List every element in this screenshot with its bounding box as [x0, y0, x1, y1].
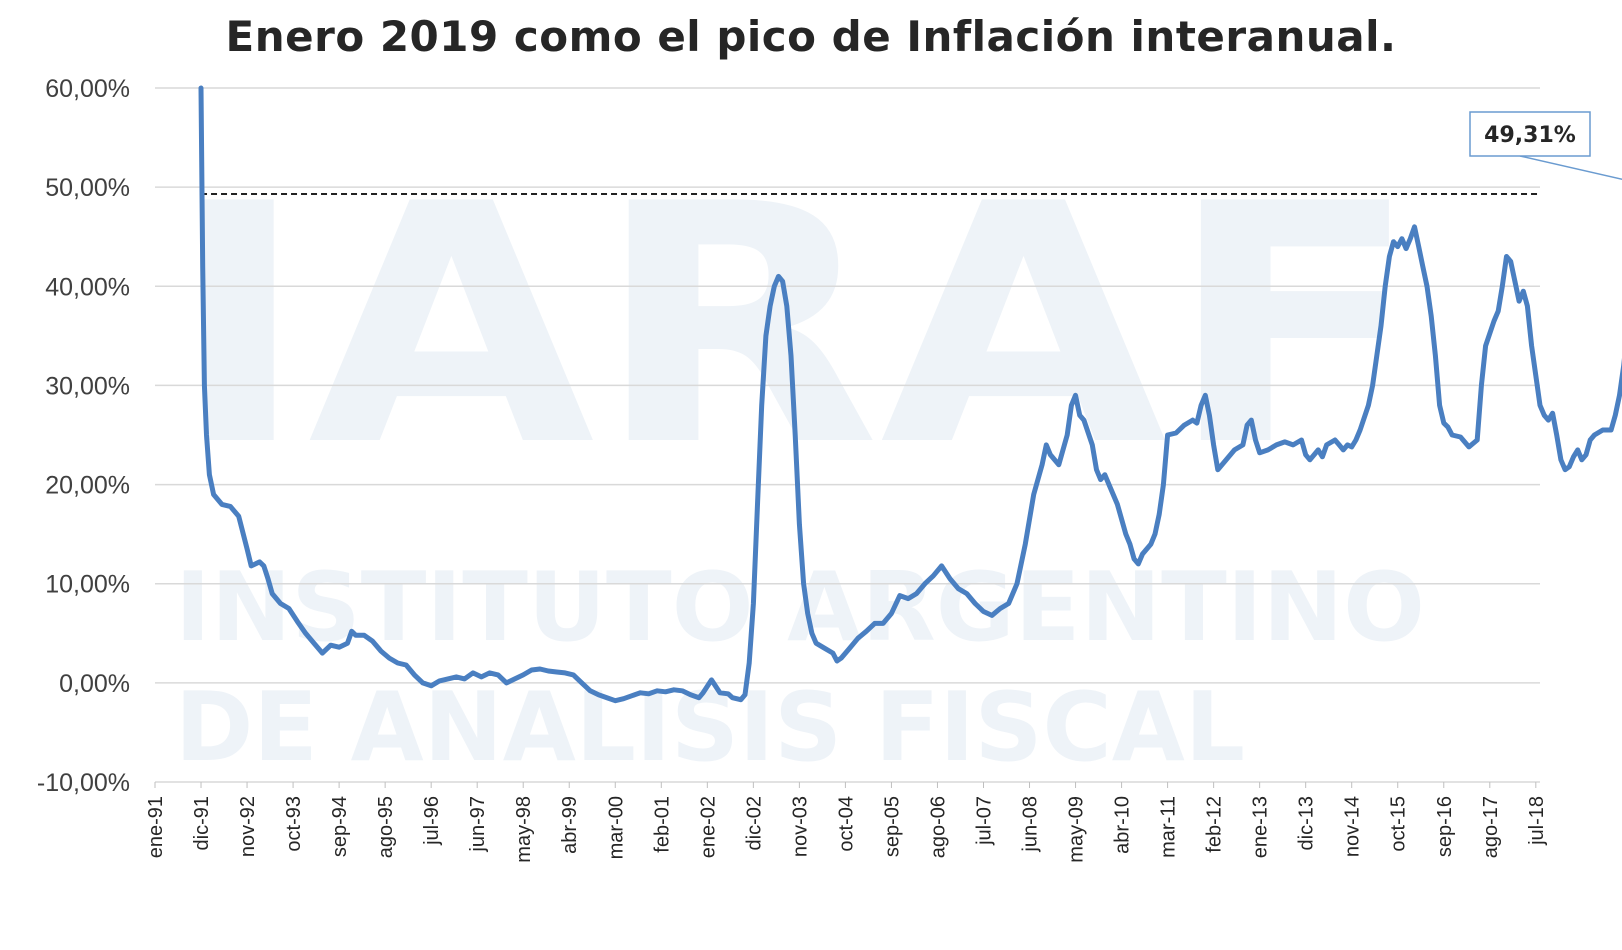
x-tick-label: feb-12 — [1204, 796, 1226, 853]
x-tick-label: jun-97 — [467, 796, 489, 853]
y-tick-label: 20,00% — [45, 472, 130, 500]
x-tick-label: abr-99 — [559, 796, 581, 854]
callout-leader — [1519, 155, 1622, 181]
x-tick-label: sep-94 — [329, 796, 351, 857]
x-tick-label: may-09 — [1066, 796, 1088, 863]
x-tick-label: mar-00 — [605, 796, 627, 859]
x-tick-label: may-98 — [513, 796, 535, 863]
y-tick-label: 30,00% — [45, 372, 130, 400]
x-tick-label: dic-13 — [1296, 796, 1318, 850]
x-tick-label: oct-15 — [1388, 796, 1410, 852]
y-tick-label: 50,00% — [45, 174, 130, 202]
x-tick-label: ago-06 — [927, 796, 949, 858]
x-tick-label: abr-10 — [1112, 796, 1134, 854]
x-tick-label: dic-91 — [191, 796, 213, 850]
x-tick-label: ene-91 — [145, 796, 167, 858]
y-tick-label: 0,00% — [59, 670, 130, 698]
x-tick-label: mar-11 — [1158, 796, 1180, 858]
y-tick-label: 10,00% — [45, 571, 130, 599]
x-tick-label: ago-95 — [375, 796, 397, 858]
y-tick-label: -10,00% — [37, 769, 130, 797]
x-tick-label: jul-18 — [1526, 796, 1548, 846]
watermark-text: INSTITUTO ARGENTINO — [175, 553, 1425, 663]
x-tick-label: nov-14 — [1342, 796, 1364, 857]
x-tick-label: jul-96 — [421, 796, 443, 846]
x-tick-label: feb-01 — [651, 796, 673, 853]
x-tick-label: sep-05 — [881, 796, 903, 857]
y-tick-label: 60,00% — [45, 75, 130, 103]
x-tick-label: nov-92 — [237, 796, 259, 857]
series-line — [198, 85, 1622, 704]
x-tick-label: ago-17 — [1480, 796, 1502, 858]
x-tick-label: ene-02 — [697, 796, 719, 858]
x-tick-label: oct-93 — [283, 796, 305, 852]
x-tick-label: dic-02 — [743, 796, 765, 850]
watermark-text: DE ANALISIS FISCAL — [175, 673, 1245, 783]
callout-box — [1469, 111, 1591, 157]
x-tick-label: jun-08 — [1020, 796, 1042, 853]
y-tick-label: 40,00% — [45, 273, 130, 301]
chart-title: Enero 2019 como el pico de Inflación int… — [225, 12, 1397, 61]
x-tick-label: nov-03 — [789, 796, 811, 857]
x-tick-label: jul-07 — [973, 796, 995, 846]
x-tick-label: ene-13 — [1250, 796, 1272, 858]
data-label: 49,31% — [1484, 123, 1576, 148]
x-tick-label: sep-16 — [1434, 796, 1456, 857]
x-tick-label: oct-04 — [835, 796, 857, 852]
